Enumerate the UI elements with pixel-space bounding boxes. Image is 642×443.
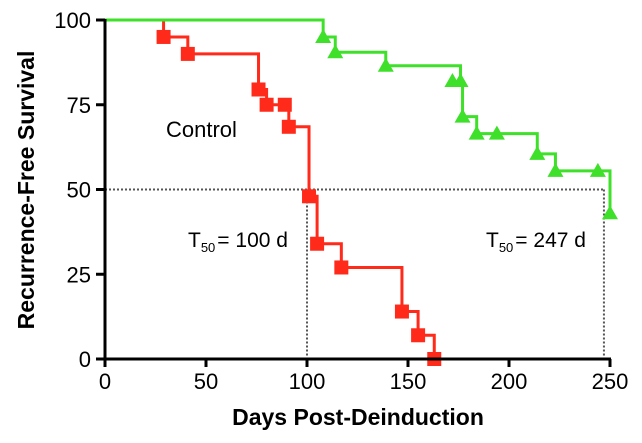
- marker-treated-11: [602, 205, 618, 220]
- marker-control-2: [251, 82, 266, 97]
- reference-lines: [105, 188, 605, 359]
- series-markers: [156, 28, 618, 366]
- marker-treated-9: [547, 162, 564, 177]
- y-axis-title: Recurrence-Free Survival: [13, 51, 39, 330]
- x-tick-label-100: 100: [289, 369, 326, 394]
- y-tick-label-50: 50: [67, 178, 91, 203]
- t50-treated-sub: 50: [499, 240, 513, 255]
- x-tick-label-50: 50: [194, 369, 218, 394]
- control-series-label: Control: [166, 117, 237, 142]
- t50-control-sub: 50: [201, 240, 215, 255]
- y-tick-label-75: 75: [67, 93, 91, 118]
- marker-control-4: [277, 97, 292, 112]
- marker-treated-6: [468, 125, 485, 140]
- marker-control-9: [394, 304, 409, 319]
- marker-control-3: [259, 97, 274, 112]
- t50-control-main: T: [188, 229, 201, 252]
- y-tick-label-0: 0: [79, 347, 91, 372]
- x-tick-label-200: 200: [491, 369, 528, 394]
- x-tick-label-150: 150: [390, 369, 427, 394]
- t50-treated-rest: = 247 d: [515, 229, 586, 252]
- marker-treated-8: [529, 145, 546, 160]
- marker-control-6: [302, 189, 317, 204]
- marker-treated-1: [327, 44, 344, 59]
- marker-treated-0: [315, 28, 332, 43]
- marker-control-0: [156, 29, 171, 44]
- marker-treated-4: [452, 73, 469, 88]
- t50-treated-main: T: [486, 229, 499, 252]
- marker-control-8: [334, 260, 349, 275]
- t50-control-rest: = 100 d: [217, 229, 288, 252]
- x-axis-title: Days Post-Deinduction: [232, 404, 484, 430]
- marker-treated-10: [589, 162, 606, 177]
- t50-control-annotation: T50= 100 d: [188, 229, 288, 255]
- y-tick-label-25: 25: [67, 262, 91, 287]
- marker-treated-5: [454, 108, 471, 123]
- y-tick-label-100: 100: [54, 8, 91, 33]
- marker-treated-2: [377, 57, 394, 72]
- marker-control-7: [310, 236, 325, 251]
- x-tick-label-0: 0: [99, 369, 111, 394]
- marker-control-5: [281, 119, 296, 134]
- marker-treated-7: [488, 125, 505, 140]
- x-tick-label-250: 250: [592, 369, 629, 394]
- marker-control-10: [411, 328, 426, 343]
- marker-control-1: [180, 46, 195, 61]
- y-ticks: 0 25 50 75 100: [54, 8, 105, 372]
- t50-treated-annotation: T50= 247 d: [486, 229, 586, 255]
- x-ticks: 0 50 100 150 200 250: [99, 359, 628, 394]
